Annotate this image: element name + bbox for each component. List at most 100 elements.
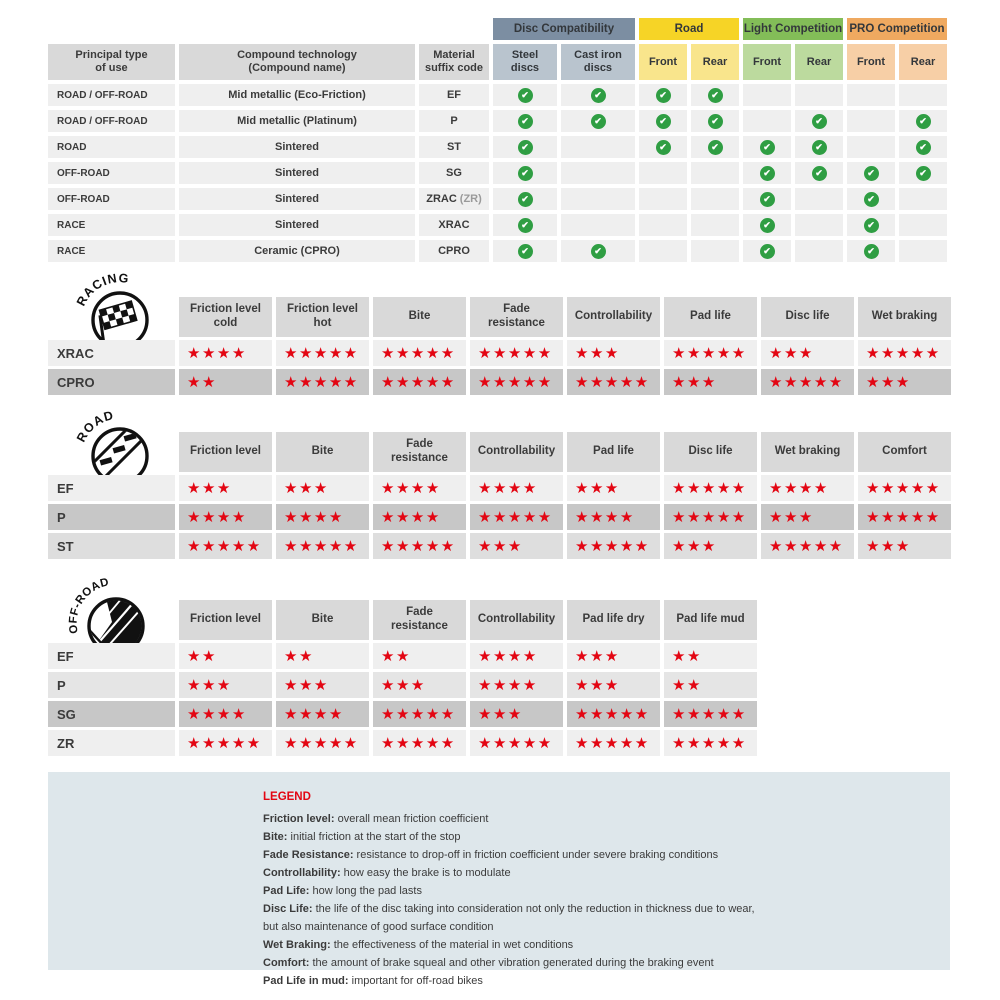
legend-item: Friction level: overall mean friction co… xyxy=(263,813,489,825)
sub-column-header: Front xyxy=(639,44,687,80)
star-rating: ★★★★ xyxy=(373,475,466,501)
star-rating: ★★★★ xyxy=(470,672,563,698)
star-rating: ★★★★★ xyxy=(567,369,660,395)
check-icon: ✔ xyxy=(915,113,931,129)
star-rating: ★★★★★ xyxy=(858,504,951,530)
compound-tech-cell: Sintered xyxy=(179,162,415,184)
compatibility-cell: ✔ xyxy=(639,110,687,132)
compound-tech-cell: Ceramic (CPRO) xyxy=(179,240,415,262)
star-rating: ★★★★ xyxy=(567,504,660,530)
star-rating: ★★★★ xyxy=(179,701,272,727)
offroad-ratings-table: Friction level Bite Fade resistance Control… xyxy=(48,600,757,756)
check-icon: ✔ xyxy=(863,191,879,207)
compatibility-cell: ✔ xyxy=(743,136,791,158)
star-rating: ★★★★★ xyxy=(761,369,854,395)
compatibility-cell: ✔ xyxy=(847,214,895,236)
check-icon: ✔ xyxy=(517,139,533,155)
group-header: Light Competition xyxy=(743,18,843,40)
column-header: Principal type of use xyxy=(48,44,175,80)
star-rating: ★★★★★ xyxy=(276,730,369,756)
sub-column-header: Cast iron discs xyxy=(561,44,635,80)
star-rating: ★★★★ xyxy=(276,504,369,530)
compatibility-cell: ✔ xyxy=(795,110,843,132)
check-icon: ✔ xyxy=(759,191,775,207)
compatibility-cell xyxy=(899,84,947,106)
star-rating: ★★ xyxy=(276,643,369,669)
compatibility-cell: ✔ xyxy=(795,136,843,158)
star-rating: ★★★★★ xyxy=(761,533,854,559)
star-rating: ★★★ xyxy=(373,672,466,698)
column-header: Material suffix code xyxy=(419,44,489,80)
compatibility-cell xyxy=(847,136,895,158)
star-rating: ★★★★★ xyxy=(567,701,660,727)
compatibility-cell: ✔ xyxy=(743,162,791,184)
sub-column-header: Front xyxy=(743,44,791,80)
group-header: Disc Compatibility xyxy=(493,18,635,40)
column-header: Wet braking xyxy=(761,432,854,472)
compatibility-cell xyxy=(743,84,791,106)
check-icon: ✔ xyxy=(811,113,827,129)
check-icon: ✔ xyxy=(759,243,775,259)
check-icon: ✔ xyxy=(759,217,775,233)
star-rating: ★★★★ xyxy=(470,643,563,669)
star-rating: ★★★★★ xyxy=(373,730,466,756)
star-rating: ★★★ xyxy=(567,475,660,501)
check-icon: ✔ xyxy=(517,243,533,259)
legend-term: Comfort: xyxy=(263,957,310,969)
column-header: Friction level cold xyxy=(179,297,272,337)
column-header: Bite xyxy=(276,600,369,640)
column-header: Compound technology (Compound name) xyxy=(179,44,415,80)
star-rating: ★★★★★ xyxy=(470,730,563,756)
column-header: Pad life mud xyxy=(664,600,757,640)
compatibility-cell xyxy=(795,188,843,210)
star-rating: ★★★★★ xyxy=(567,533,660,559)
check-icon: ✔ xyxy=(759,139,775,155)
principal-use-cell: ROAD xyxy=(48,136,175,158)
star-rating: ★★★ xyxy=(761,340,854,366)
star-rating: ★★★★★ xyxy=(373,340,466,366)
legend-item: Comfort: the amount of brake squeal and … xyxy=(263,957,714,969)
legend-item: Pad Life: how long the pad lasts xyxy=(263,885,422,897)
compatibility-cell xyxy=(847,110,895,132)
legend-box: LEGEND Friction level: overall mean fric… xyxy=(48,772,950,987)
compatibility-cell: ✔ xyxy=(691,110,739,132)
compatibility-cell: ✔ xyxy=(493,84,557,106)
road-ratings-table: Friction level Bite Fade resistance Control… xyxy=(48,432,951,559)
principal-use-cell: ROAD / OFF-ROAD xyxy=(48,84,175,106)
star-rating: ★★★ xyxy=(179,672,272,698)
compatibility-cell: ✔ xyxy=(639,136,687,158)
suffix-code-note: (ZR) xyxy=(459,193,482,205)
legend-content: LEGEND Friction level: overall mean fric… xyxy=(48,772,950,990)
star-rating: ★★★★ xyxy=(761,475,854,501)
compatibility-cell xyxy=(743,110,791,132)
compound-tech-cell: Mid metallic (Eco-Friction) xyxy=(179,84,415,106)
header-spacer xyxy=(48,600,175,640)
star-rating: ★★★★★ xyxy=(276,369,369,395)
racing-ratings-table: Friction level cold Friction level hot Bit… xyxy=(48,297,951,395)
star-rating: ★★ xyxy=(664,672,757,698)
compound-code-cell: ST xyxy=(48,533,175,559)
star-rating: ★★★ xyxy=(664,533,757,559)
legend-term: Pad Life in mud: xyxy=(263,975,349,987)
compatibility-cell xyxy=(561,162,635,184)
compatibility-cell xyxy=(691,188,739,210)
column-header: Comfort xyxy=(858,432,951,472)
column-header: Friction level xyxy=(179,432,272,472)
compatibility-cell: ✔ xyxy=(743,188,791,210)
check-icon: ✔ xyxy=(590,87,606,103)
column-header: Pad life xyxy=(664,297,757,337)
compatibility-cell: ✔ xyxy=(691,136,739,158)
compatibility-cell: ✔ xyxy=(899,162,947,184)
check-icon: ✔ xyxy=(863,217,879,233)
legend-term: Friction level: xyxy=(263,813,335,825)
star-rating: ★★★ xyxy=(276,475,369,501)
column-header: Disc life xyxy=(761,297,854,337)
star-rating: ★★★ xyxy=(664,369,757,395)
star-rating: ★★★ xyxy=(567,643,660,669)
column-header: Pad life dry xyxy=(567,600,660,640)
star-rating: ★★ xyxy=(179,369,272,395)
star-rating: ★★★★★ xyxy=(276,533,369,559)
star-rating: ★★★ xyxy=(567,340,660,366)
compound-code-cell: EF xyxy=(48,643,175,669)
check-icon: ✔ xyxy=(863,243,879,259)
